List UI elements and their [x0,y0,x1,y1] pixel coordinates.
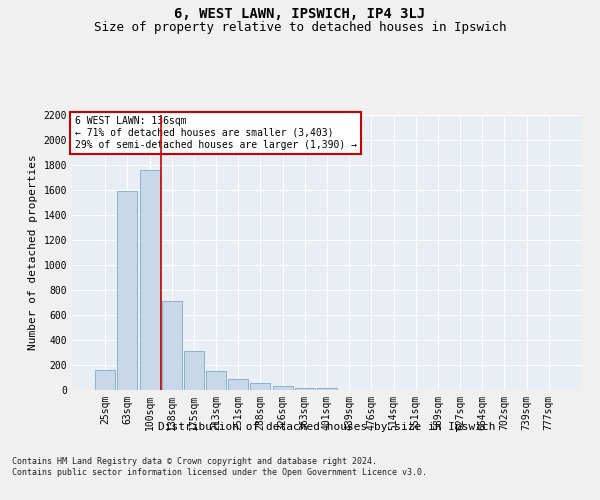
Bar [184,351,204,390]
Text: Size of property relative to detached houses in Ipswich: Size of property relative to detached ho… [94,21,506,34]
Bar [140,170,160,390]
Bar [295,388,315,390]
Text: Distribution of detached houses by size in Ipswich: Distribution of detached houses by size … [158,422,496,432]
Text: 6, WEST LAWN, IPSWICH, IP4 3LJ: 6, WEST LAWN, IPSWICH, IP4 3LJ [175,8,425,22]
Bar [162,301,182,390]
Bar [317,388,337,390]
Bar [118,191,137,390]
Bar [250,383,271,390]
Bar [206,370,226,390]
Y-axis label: Number of detached properties: Number of detached properties [28,154,38,350]
Bar [272,386,293,390]
Text: Contains HM Land Registry data © Crown copyright and database right 2024.
Contai: Contains HM Land Registry data © Crown c… [12,458,427,477]
Bar [95,370,115,390]
Text: 6 WEST LAWN: 136sqm
← 71% of detached houses are smaller (3,403)
29% of semi-det: 6 WEST LAWN: 136sqm ← 71% of detached ho… [74,116,356,150]
Bar [228,379,248,390]
